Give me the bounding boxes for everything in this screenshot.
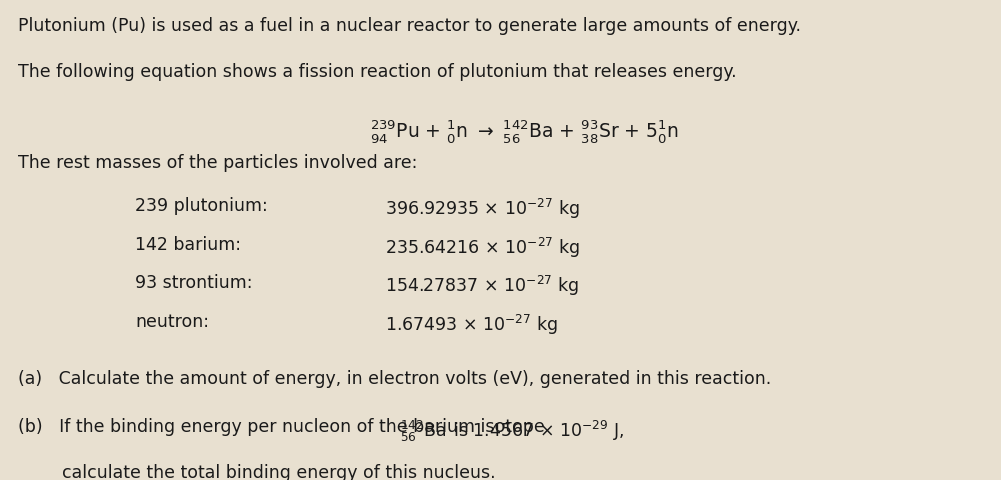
Text: 1.67493 $\times$ 10$^{-27}$ kg: 1.67493 $\times$ 10$^{-27}$ kg [385, 312, 559, 336]
Text: 154.27837 $\times$ 10$^{-27}$ kg: 154.27837 $\times$ 10$^{-27}$ kg [385, 274, 580, 298]
Text: 235.64216 $\times$ 10$^{-27}$ kg: 235.64216 $\times$ 10$^{-27}$ kg [385, 235, 581, 259]
Text: (b)   If the binding energy per nucleon of the barium isotope: (b) If the binding energy per nucleon of… [18, 418, 551, 435]
Text: The rest masses of the particles involved are:: The rest masses of the particles involve… [18, 154, 417, 171]
Text: 142 barium:: 142 barium: [135, 235, 241, 253]
Text: (a)   Calculate the amount of energy, in electron volts (eV), generated in this : (a) Calculate the amount of energy, in e… [18, 370, 771, 387]
Text: 239 plutonium:: 239 plutonium: [135, 197, 268, 215]
Text: calculate the total binding energy of this nucleus.: calculate the total binding energy of th… [18, 463, 495, 480]
Text: is 1.4567 $\times$ 10$^{-29}$ J,: is 1.4567 $\times$ 10$^{-29}$ J, [447, 418, 624, 442]
Text: $\mathregular{^{239}_{94}}$Pu $+\ \mathregular{^{1}_{0}}$n $\rightarrow\ \mathre: $\mathregular{^{239}_{94}}$Pu $+\ \mathr… [370, 118, 679, 144]
Text: Plutonium (Pu) is used as a fuel in a nuclear reactor to generate large amounts : Plutonium (Pu) is used as a fuel in a nu… [18, 17, 801, 35]
Text: 93 strontium:: 93 strontium: [135, 274, 252, 291]
Text: neutron:: neutron: [135, 312, 209, 330]
Text: $\mathregular{^{142}_{56}}$Ba: $\mathregular{^{142}_{56}}$Ba [399, 418, 446, 443]
Text: The following equation shows a fission reaction of plutonium that releases energ: The following equation shows a fission r… [18, 62, 737, 80]
Text: 396.92935 $\times$ 10$^{-27}$ kg: 396.92935 $\times$ 10$^{-27}$ kg [385, 197, 580, 221]
